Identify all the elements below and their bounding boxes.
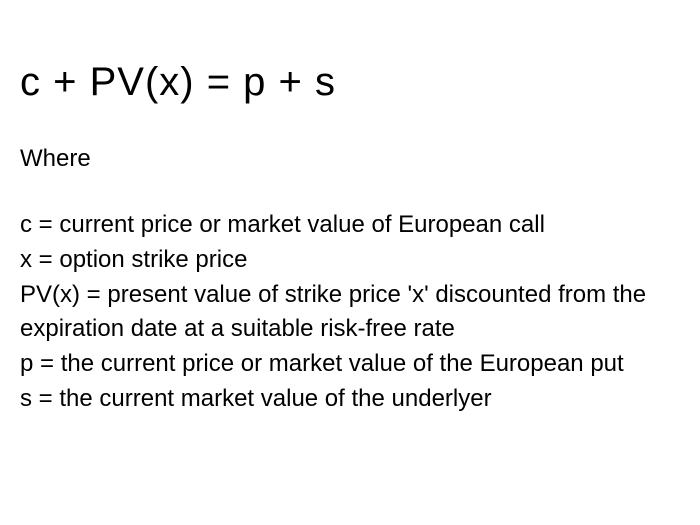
definition-pvx: PV(x) = present value of strike price 'x…	[20, 278, 680, 348]
definition-x: x = option strike price	[20, 243, 680, 278]
definition-s: s = the current market value of the unde…	[20, 382, 680, 417]
definitions-list: c = current price or market value of Eur…	[20, 208, 680, 417]
where-label: Where	[20, 145, 680, 173]
formula-expression: c + PV(x) = p + s	[20, 60, 680, 105]
definition-p: p = the current price or market value of…	[20, 347, 680, 382]
definition-c: c = current price or market value of Eur…	[20, 208, 680, 243]
